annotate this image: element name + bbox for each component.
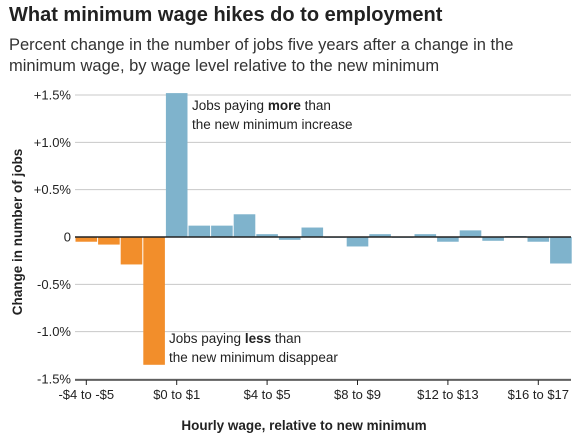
- bar: [346, 237, 369, 247]
- annotation-less-line1: Jobs paying less than: [169, 331, 301, 346]
- x-tick-label: $0 to $1: [153, 387, 200, 402]
- bar: [120, 237, 143, 265]
- x-tick-label: $12 to $13: [417, 387, 478, 402]
- bar: [188, 225, 211, 237]
- x-tick-labels: -$4 to -$5 $0 to $1 $4 to $5 $8 to $9 $12 to…: [58, 387, 569, 402]
- annotation-more: Jobs paying more than the new minimum inc…: [192, 98, 353, 132]
- annotation-more-line2: the new minimum increase: [192, 117, 353, 132]
- bar: [527, 237, 550, 242]
- axes: [75, 236, 571, 385]
- bar: [75, 237, 98, 242]
- bar: [143, 237, 165, 365]
- bar: [414, 234, 437, 237]
- chart-title: What minimum wage hikes do to employment: [9, 4, 443, 26]
- y-tick-label: -1.0%: [37, 324, 71, 339]
- chart-subtitle: Percent change in the number of jobs fiv…: [9, 36, 514, 75]
- bar: [437, 237, 459, 242]
- x-tick-label: $4 to $5: [244, 387, 291, 402]
- y-tick-label: -0.5%: [37, 277, 71, 292]
- bars: [75, 93, 572, 365]
- bar: [211, 225, 233, 237]
- bar: [233, 214, 256, 237]
- bar: [278, 237, 301, 240]
- y-tick-label: +0.5%: [34, 182, 72, 197]
- annotation-less-line2: the new minimum disappear: [169, 350, 338, 365]
- y-tick-label: +1.0%: [34, 135, 72, 150]
- bar: [165, 93, 188, 238]
- y-axis-label: Change in number of jobs: [10, 149, 25, 316]
- x-tick-label: $8 to $9: [334, 387, 381, 402]
- annotation-more-line1: Jobs paying more than: [192, 98, 331, 113]
- annotation-less: Jobs paying less than the new minimum dis…: [169, 331, 338, 365]
- bar: [459, 230, 482, 237]
- y-tick-label: 0: [64, 230, 71, 245]
- bar: [369, 234, 391, 237]
- annotations: Jobs paying more than the new minimum inc…: [169, 98, 353, 365]
- x-tick-label: $16 to $17: [508, 387, 569, 402]
- bar: [550, 237, 572, 264]
- y-tick-labels: +1.5% +1.0% +0.5% 0 -0.5% -1.0% -1.5%: [34, 88, 72, 387]
- x-tick-label: -$4 to -$5: [58, 387, 114, 402]
- bar: [301, 227, 324, 237]
- y-tick-label: +1.5%: [34, 88, 72, 103]
- bar: [256, 234, 278, 237]
- bar: [482, 237, 504, 241]
- bar: [98, 237, 120, 245]
- y-tick-label: -1.5%: [37, 372, 71, 387]
- x-axis-label: Hourly wage, relative to new minimum: [181, 418, 426, 433]
